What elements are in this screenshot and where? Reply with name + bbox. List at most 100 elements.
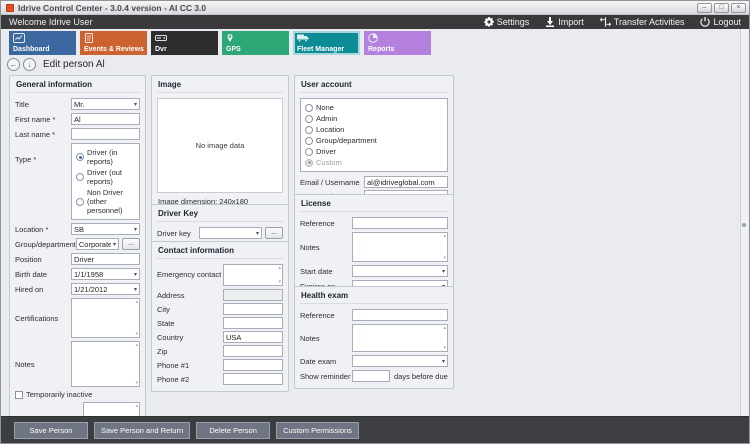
license-notes-label: Notes (300, 242, 320, 252)
type-option-non-driver[interactable]: Non Driver (other personnel) (76, 188, 135, 215)
panel-title: General information (15, 79, 140, 93)
minimize-button[interactable]: – (697, 2, 712, 13)
down-button[interactable]: ↓ (23, 58, 36, 71)
hired-on-picker[interactable]: 1/21/2012 ▾ (71, 283, 140, 295)
chevron-down-icon: ▾ (133, 286, 137, 293)
document-icon (85, 33, 93, 43)
license-reference-input[interactable] (352, 217, 448, 229)
role-option-group-department[interactable]: Group/department (305, 136, 443, 145)
delete-person-button[interactable]: Delete Person (196, 421, 271, 439)
type-radio-group: Driver (in reports) Driver (out reports)… (71, 143, 140, 220)
city-input[interactable] (223, 303, 283, 315)
chevron-down-icon: ▾ (133, 226, 137, 233)
maximize-button[interactable]: □ (714, 2, 729, 13)
health-notes-textarea[interactable] (352, 324, 448, 352)
position-input[interactable] (71, 253, 140, 265)
city-label: City (157, 304, 170, 314)
settings-button[interactable]: Settings (483, 17, 530, 27)
certifications-label: Certifications (15, 313, 59, 323)
radio-icon (305, 103, 313, 112)
transfer-activities-button[interactable]: Transfer Activities (599, 17, 684, 27)
address-label: Address (157, 290, 185, 300)
tab-dashboard[interactable]: Dashboard (9, 31, 76, 55)
phone1-input[interactable] (223, 359, 283, 371)
temporarily-inactive-checkbox[interactable] (15, 390, 23, 399)
role-option-location[interactable]: Location (305, 125, 443, 134)
health-reminder-label: Show reminder (300, 371, 351, 381)
driver-key-more-button[interactable]: ... (265, 227, 283, 239)
tab-dvr[interactable]: Dvr (151, 31, 218, 55)
tab-gps[interactable]: GPS (222, 31, 289, 55)
logout-button[interactable]: Logout (700, 17, 741, 27)
driver-key-label: Driver key (157, 228, 191, 238)
radio-icon (305, 136, 313, 145)
health-reminder-suffix: days before due (394, 371, 448, 381)
back-button[interactable]: ← (7, 58, 20, 71)
title-select[interactable]: Mr. ▾ (71, 98, 140, 110)
main-tabs: Dashboard Events & Reviews Dvr GPS Fleet… (1, 29, 749, 56)
close-button[interactable]: × (731, 2, 746, 13)
save-person-return-button[interactable]: Save Person and Return (94, 421, 191, 439)
role-option-custom: Custom (305, 158, 443, 167)
email-username-label: Email / Username (300, 177, 360, 187)
phone2-input[interactable] (223, 373, 283, 385)
email-username-input[interactable] (364, 176, 448, 188)
health-reference-input[interactable] (352, 309, 448, 321)
dvr-box-icon (155, 35, 167, 41)
tab-label: Dvr (155, 46, 167, 53)
tab-fleet-manager[interactable]: Fleet Manager (293, 31, 360, 55)
tab-events-reviews[interactable]: Events & Reviews (80, 31, 147, 55)
app-icon (6, 3, 14, 12)
zip-label: Zip (157, 346, 168, 356)
first-name-input[interactable] (71, 113, 140, 125)
type-option-out-reports[interactable]: Driver (out reports) (76, 168, 135, 186)
transfer-icon (599, 17, 611, 27)
custom-permissions-button[interactable]: Custom Permissions (276, 421, 359, 439)
panel-splitter[interactable] (740, 29, 748, 416)
last-name-input[interactable] (71, 128, 140, 140)
tab-reports[interactable]: Reports (364, 31, 431, 55)
power-icon (700, 17, 711, 27)
driver-key-select[interactable]: ▾ (199, 227, 262, 239)
tab-label: GPS (226, 46, 241, 53)
certifications-textarea[interactable] (71, 298, 140, 338)
birth-date-picker[interactable]: 1/1/1958 ▾ (71, 268, 140, 280)
notes-label: Notes (15, 359, 35, 369)
chevron-down-icon: ▾ (441, 268, 445, 275)
license-notes-textarea[interactable] (352, 232, 448, 262)
health-reminder-input[interactable] (352, 370, 390, 382)
import-button[interactable]: Import (545, 17, 584, 27)
role-option-driver[interactable]: Driver (305, 147, 443, 156)
save-person-button[interactable]: Save Person (14, 421, 88, 439)
notes-textarea[interactable] (71, 341, 140, 387)
temporarily-inactive-label: Temporarily inactive (26, 390, 93, 399)
logout-label: Logout (713, 17, 741, 27)
panel-title: Driver Key (157, 208, 283, 222)
last-name-label: Last name * (15, 129, 56, 139)
zip-input[interactable] (223, 345, 283, 357)
emergency-contact-textarea[interactable] (223, 264, 283, 286)
start-date-picker[interactable]: ▾ (352, 265, 448, 277)
location-select[interactable]: SB ▾ (71, 223, 140, 235)
chevron-down-icon: ▾ (255, 230, 259, 237)
start-date-label: Start date (300, 266, 333, 276)
pie-chart-icon (368, 33, 378, 43)
role-option-none[interactable]: None (305, 103, 443, 112)
footer-bar: Save Person Save Person and Return Delet… (1, 416, 749, 443)
date-exam-picker[interactable]: ▾ (352, 355, 448, 367)
panel-title: Image (157, 79, 283, 93)
group-more-button[interactable]: ... (122, 238, 140, 250)
gear-icon (483, 17, 494, 27)
group-department-select[interactable]: Corporate Managem...▾ (75, 238, 119, 250)
settings-label: Settings (496, 17, 530, 27)
title-label: Title (15, 99, 29, 109)
no-image-text: No image data (195, 141, 245, 150)
country-input[interactable] (223, 331, 283, 343)
role-option-admin[interactable]: Admin (305, 114, 443, 123)
type-option-in-reports[interactable]: Driver (in reports) (76, 148, 135, 166)
radio-icon (305, 147, 313, 156)
state-input[interactable] (223, 317, 283, 329)
address-input[interactable] (223, 289, 283, 301)
radio-icon (305, 158, 313, 167)
